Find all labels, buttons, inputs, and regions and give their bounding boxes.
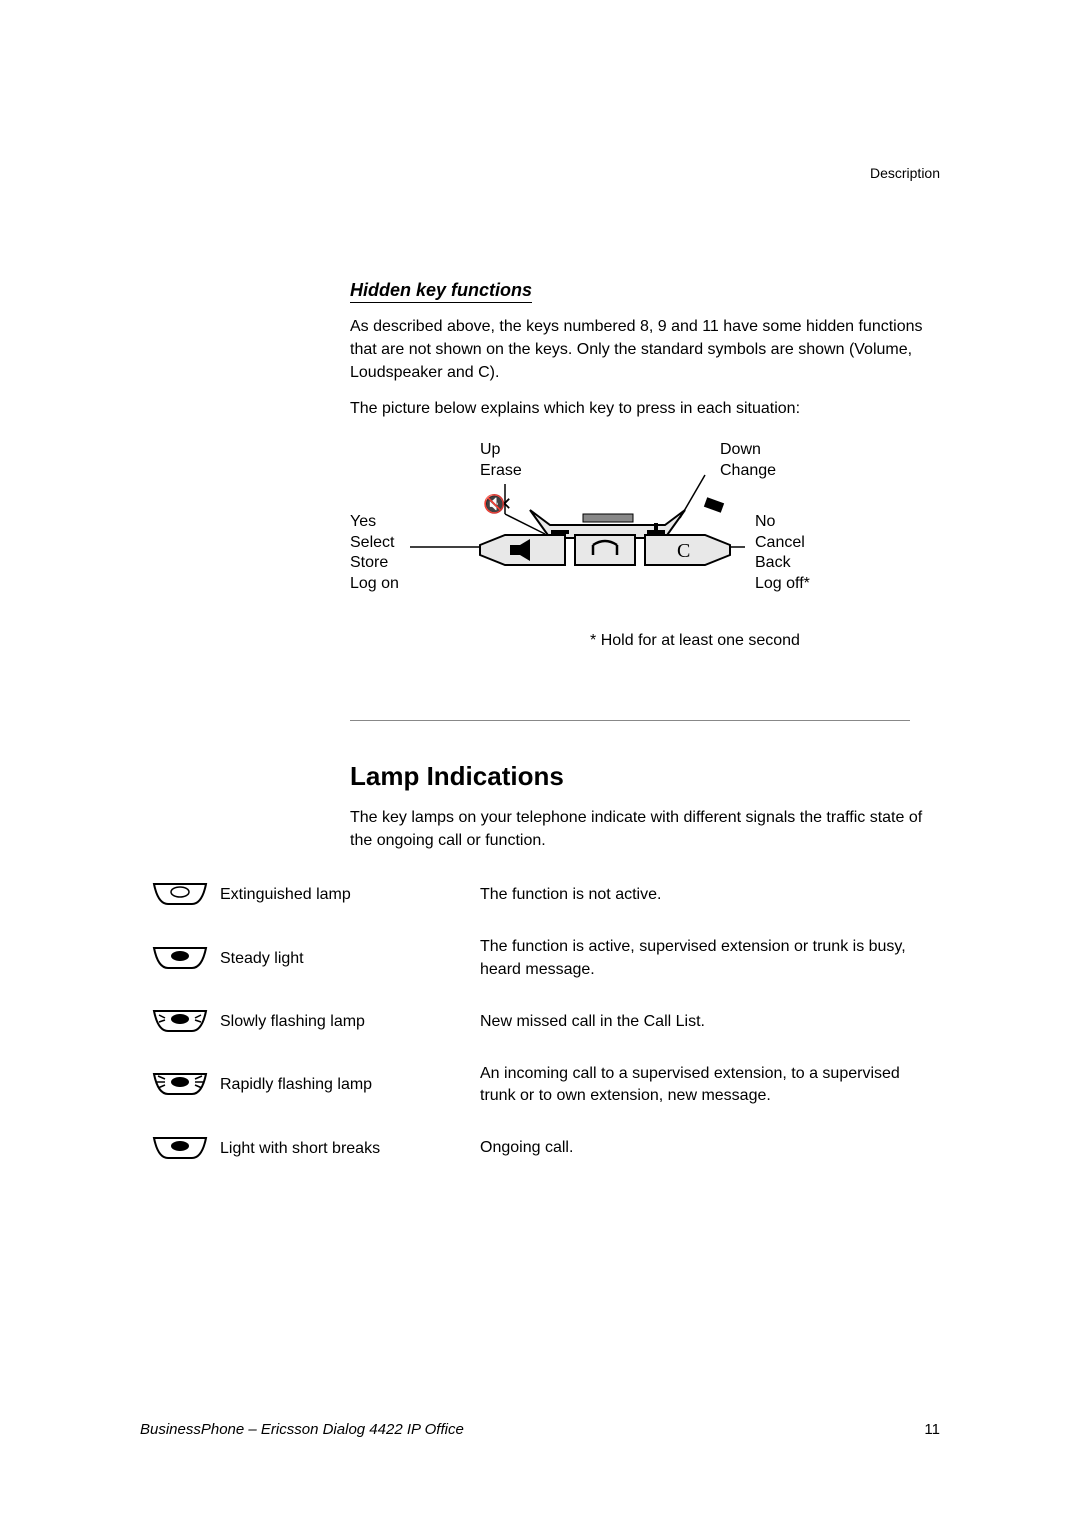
lamp-row-desc: The function is not active.: [480, 884, 910, 906]
lamp-title: Lamp Indications: [350, 761, 940, 792]
lamp-row: Light with short breaks Ongoing call.: [140, 1134, 910, 1164]
key-diagram: Up Erase Down Change Yes Select Store Lo…: [350, 440, 910, 620]
svg-text:🔇: 🔇: [483, 493, 505, 514]
lamp-row-desc: The function is active, supervised exten…: [480, 936, 910, 981]
hidden-keys-title: Hidden key functions: [350, 280, 532, 303]
lamp-intro: The key lamps on your telephone indicate…: [350, 806, 940, 852]
section-divider: [350, 720, 910, 721]
page-header-section: Description: [870, 165, 940, 181]
lamp-row: Steady light The function is active, sup…: [140, 936, 910, 981]
keypad-icon: ✕ 🔇: [475, 490, 735, 600]
lamp-row-name: Light with short breaks: [220, 1140, 480, 1158]
hold-note: * Hold for at least one second: [350, 632, 910, 650]
lamp-off-icon: [140, 880, 220, 910]
lamp-row-name: Rapidly flashing lamp: [220, 1076, 480, 1094]
hidden-keys-para1: As described above, the keys numbered 8,…: [350, 315, 940, 385]
lamp-slow-icon: [140, 1007, 220, 1037]
lamp-row: Rapidly flashing lamp An incoming call t…: [140, 1063, 910, 1108]
lamp-row: Slowly flashing lamp New missed call in …: [140, 1007, 910, 1037]
lamp-table: Extinguished lamp The function is not ac…: [140, 880, 910, 1164]
lamp-row-name: Slowly flashing lamp: [220, 1013, 480, 1031]
lamp-row-name: Extinguished lamp: [220, 886, 480, 904]
main-content: Hidden key functions As described above,…: [350, 280, 940, 1164]
hidden-keys-para2: The picture below explains which key to …: [350, 397, 940, 420]
page: Description Hidden key functions As desc…: [0, 0, 1080, 1528]
lamp-fast-icon: [140, 1070, 220, 1100]
lamp-row-name: Steady light: [220, 950, 480, 968]
lamp-row-desc: Ongoing call.: [480, 1137, 910, 1159]
lamp-row-desc: An incoming call to a supervised extensi…: [480, 1063, 910, 1108]
footer-text: BusinessPhone – Ericsson Dialog 4422 IP …: [140, 1421, 464, 1438]
lamp-on-icon: [140, 944, 220, 974]
footer-page-number: 11: [924, 1421, 940, 1438]
svg-text:C: C: [677, 540, 690, 562]
lamp-row: Extinguished lamp The function is not ac…: [140, 880, 910, 910]
page-footer: BusinessPhone – Ericsson Dialog 4422 IP …: [140, 1421, 940, 1438]
lamp-breaks-icon: [140, 1134, 220, 1164]
lamp-row-desc: New missed call in the Call List.: [480, 1011, 910, 1033]
